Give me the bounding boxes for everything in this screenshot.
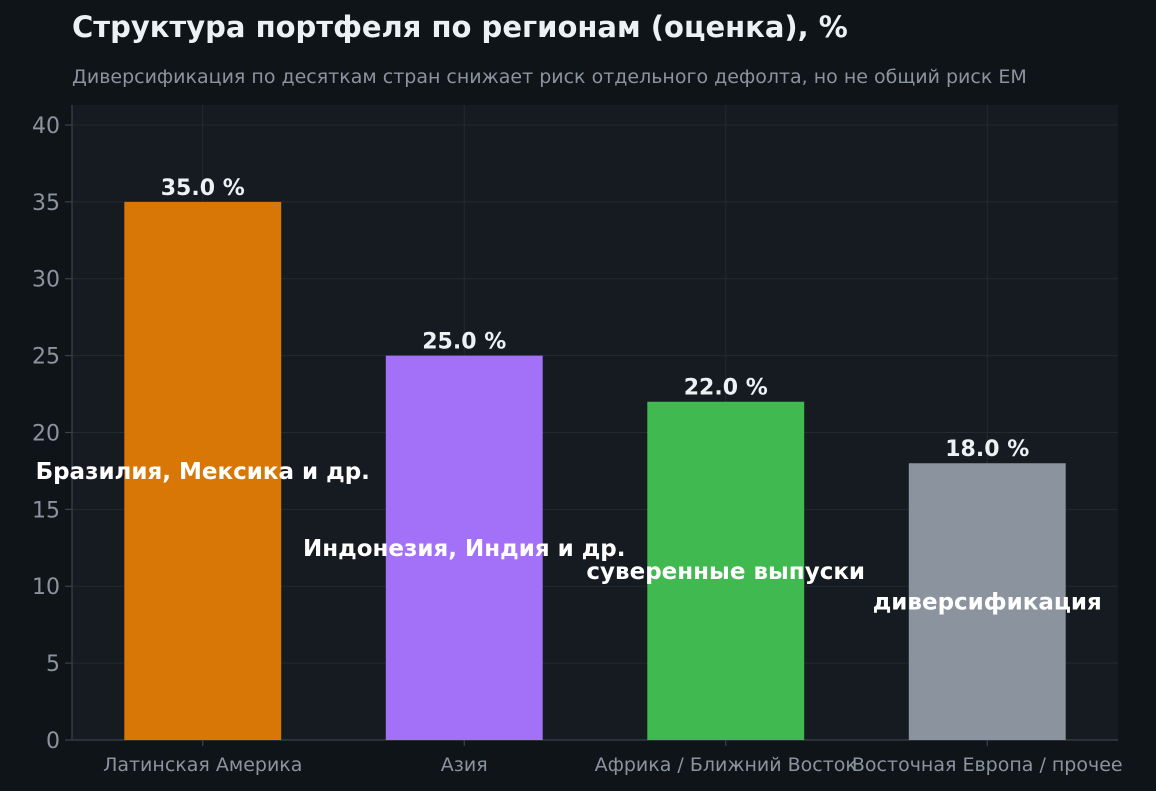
bar-annotation: диверсификация: [873, 590, 1102, 616]
bar: [908, 463, 1066, 740]
bar: [385, 355, 543, 740]
y-tick-label: 5: [46, 652, 60, 677]
x-tick-label: Латинская Америка: [103, 754, 302, 776]
data-label: 18.0 %: [945, 437, 1029, 462]
bars: [124, 201, 1066, 741]
bar-annotation: Бразилия, Мексика и др.: [36, 459, 370, 485]
data-label: 35.0 %: [161, 176, 245, 201]
chart-subtitle: Диверсификация по десяткам стран снижает…: [72, 66, 1027, 88]
bar-annotation: Индонезия, Индия и др.: [303, 536, 626, 562]
data-label: 25.0 %: [422, 330, 506, 355]
bar: [647, 401, 805, 740]
y-tick-label: 35: [32, 191, 60, 216]
data-label: 22.0 %: [684, 376, 768, 401]
axes: 0 5 10 15 20 25 30 35 40: [32, 105, 1118, 754]
x-tick-label: Восточная Европа / прочее: [852, 754, 1123, 776]
y-tick-label: 25: [32, 345, 60, 370]
labels: Латинская Америка 35.0 % Бразилия, Мексика…: [36, 176, 1123, 776]
x-tick-label: Африка / Ближний Восток: [595, 754, 857, 776]
y-tick-label: 40: [32, 114, 60, 139]
bar: [124, 201, 282, 741]
y-tick-label: 30: [32, 268, 60, 293]
y-tick-label: 15: [32, 498, 60, 523]
x-tick-label: Азия: [441, 754, 488, 776]
y-tick-label: 20: [32, 421, 60, 446]
y-tick-label: 0: [46, 729, 60, 754]
chart-title: Структура портфеля по регионам (оценка),…: [72, 10, 848, 44]
y-tick-label: 10: [32, 575, 60, 600]
bar-annotation: суверенные выпуски: [586, 559, 865, 585]
